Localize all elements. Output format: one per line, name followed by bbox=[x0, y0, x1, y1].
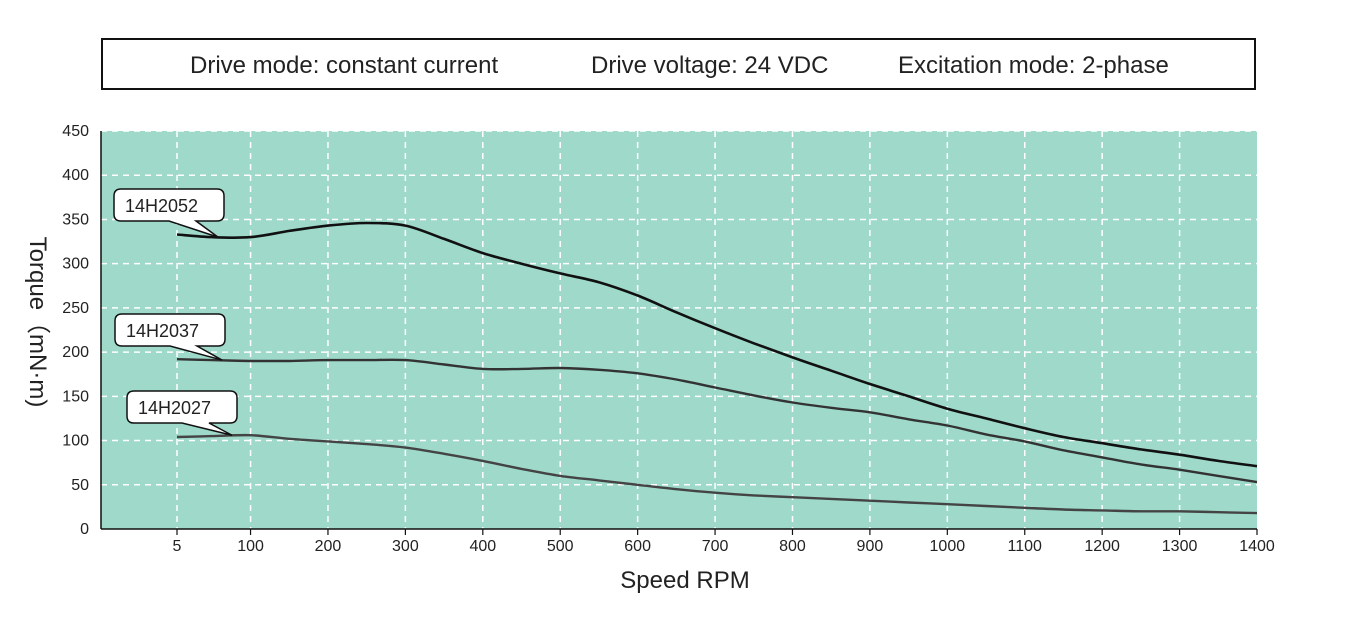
callout-14h2027: 14H2027 bbox=[126, 390, 238, 436]
y-axis-title: Torque（mN·m) bbox=[24, 237, 51, 408]
series-line-14h2052 bbox=[176, 221, 1258, 468]
x-tick-label: 1100 bbox=[1008, 538, 1043, 555]
callout-box bbox=[113, 188, 225, 238]
callout-box bbox=[126, 390, 238, 436]
callout-14h2037: 14H2037 bbox=[114, 313, 226, 361]
x-tick-label: 900 bbox=[857, 538, 884, 555]
y-tick-labels: 0 50 100 150 200 250 300 350 400 450 bbox=[62, 123, 89, 538]
x-tick-label: 100 bbox=[237, 538, 264, 555]
x-tick-label: 300 bbox=[392, 538, 419, 555]
y-tick-label: 200 bbox=[62, 344, 89, 361]
y-tick-label: 450 bbox=[62, 123, 89, 140]
series-callouts: 14H2052 14H2037 14H2027 bbox=[113, 188, 238, 436]
plot-area bbox=[101, 131, 1257, 529]
x-tick-label: 700 bbox=[702, 538, 729, 555]
x-tick-label: 5 bbox=[173, 538, 182, 555]
callout-14h2052: 14H2052 bbox=[113, 188, 225, 238]
x-tick-label: 600 bbox=[624, 538, 651, 555]
drive-mode-label: Drive mode: constant current bbox=[190, 52, 499, 79]
x-tick-label: 1400 bbox=[1239, 538, 1275, 555]
y-tick-label: 0 bbox=[80, 521, 89, 538]
x-tick-labels: 5 100 200 300 400 500 600 700 800 900 1000 1100 1200… bbox=[173, 529, 1275, 555]
x-axis-title: Speed RPM bbox=[620, 567, 749, 594]
series-name-label: 14H2027 bbox=[138, 398, 211, 418]
series-lines bbox=[176, 221, 1258, 515]
x-tick-label: 1000 bbox=[930, 538, 966, 555]
x-tick-label: 400 bbox=[469, 538, 496, 555]
x-tick-label: 1200 bbox=[1084, 538, 1120, 555]
chart-header-box: Drive mode: constant current Drive volta… bbox=[101, 38, 1256, 90]
y-tick-label: 100 bbox=[62, 433, 89, 450]
y-tick-label: 400 bbox=[62, 167, 89, 184]
x-tick-label: 200 bbox=[315, 538, 342, 555]
x-tick-label: 800 bbox=[779, 538, 806, 555]
series-line-14h2037 bbox=[176, 358, 1258, 484]
grid-lines bbox=[101, 130, 1257, 529]
y-tick-label: 50 bbox=[71, 477, 89, 494]
x-tick-label: 1300 bbox=[1162, 538, 1198, 555]
drive-voltage-label: Drive voltage: 24 VDC bbox=[591, 52, 829, 79]
y-tick-label: 250 bbox=[62, 300, 89, 317]
callout-box bbox=[114, 313, 226, 361]
series-line-14h2027 bbox=[176, 433, 1258, 515]
y-tick-label: 300 bbox=[62, 256, 89, 273]
series-name-label: 14H2052 bbox=[125, 196, 198, 216]
y-tick-label: 150 bbox=[62, 388, 89, 405]
x-tick-label: 500 bbox=[547, 538, 574, 555]
y-tick-label: 350 bbox=[62, 211, 89, 228]
series-name-label: 14H2037 bbox=[126, 321, 199, 341]
axes bbox=[100, 131, 1257, 530]
excitation-mode-label: Excitation mode: 2-phase bbox=[898, 52, 1169, 79]
